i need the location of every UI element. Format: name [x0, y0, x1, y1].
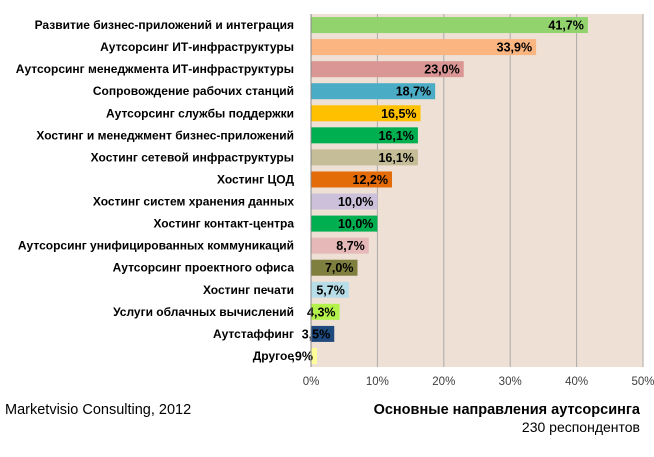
data-label: 16,1% — [378, 129, 413, 143]
bar — [311, 171, 393, 188]
value-labels: 41,7% 33,9% 23,0% 18,7% 16,5% 16,1% 16,1% 12,2%… — [291, 19, 583, 364]
category-label: Аутсорсинг ИТ-инфраструктуры — [100, 40, 294, 54]
data-label: 23,0% — [424, 63, 459, 77]
category-label: Сопровождение рабочих станций — [93, 84, 294, 98]
x-axis-tick-labels: 0% 10% 20% 30% 40% 50% — [303, 376, 654, 388]
bars — [311, 17, 588, 364]
x-tick-label: 40% — [565, 376, 588, 388]
category-label: Аутсорсинг менеджмента ИТ-инфраструктуры — [16, 62, 294, 76]
data-label: 16,5% — [381, 107, 416, 121]
data-label: ,9% — [291, 349, 313, 363]
data-label: 10,0% — [338, 195, 373, 209]
bar — [311, 325, 335, 342]
caption-title: Основные направления аутсорсинга — [373, 402, 640, 418]
bar — [311, 215, 378, 232]
category-label: Хостинг сетевой инфраструктуры — [91, 150, 294, 164]
data-label: 8,7% — [336, 239, 365, 253]
bar — [311, 347, 317, 364]
data-label: 3,5% — [302, 327, 331, 341]
data-label: 16,1% — [378, 151, 413, 165]
category-label: Хостинг систем хранения данных — [93, 195, 294, 209]
chart-caption: Основные направления аутсорсинга 230 рес… — [374, 402, 640, 435]
category-labels: Развитие бизнес-приложений и интеграция А… — [16, 18, 295, 363]
bar — [311, 105, 421, 122]
category-label: Аутстаффинг — [213, 327, 294, 341]
category-label: Развитие бизнес-приложений и интеграция — [35, 18, 294, 32]
data-label: 7,0% — [325, 261, 354, 275]
category-label: Аутсорсинг службы поддержки — [106, 106, 294, 120]
bar — [311, 259, 358, 276]
bar — [311, 39, 537, 56]
bar — [311, 237, 369, 254]
data-label: 12,2% — [353, 173, 388, 187]
x-tick-label: 20% — [432, 376, 455, 388]
data-label: 5,7% — [316, 283, 345, 297]
bar — [311, 127, 418, 144]
source-credit: Marketvisio Consulting, 2012 — [5, 402, 192, 418]
data-label: 33,9% — [497, 41, 532, 55]
category-label: Хостинг ЦОД — [217, 172, 294, 186]
category-label: Аутсорсинг унифицированных коммуникаций — [18, 239, 294, 253]
bar — [311, 193, 378, 210]
bar — [311, 281, 349, 298]
x-tick-label: 30% — [499, 376, 522, 388]
category-label: Аутсорсинг проектного офиса — [113, 261, 295, 275]
bar — [311, 149, 418, 166]
x-tick-label: 0% — [303, 376, 320, 388]
category-label: Услуги облачных вычислений — [113, 305, 294, 319]
bar — [311, 83, 436, 100]
bar — [311, 303, 340, 320]
category-label: Хостинг печати — [203, 283, 294, 297]
data-label: 4,3% — [307, 305, 336, 319]
category-label: Хостинг контакт-центра — [153, 217, 294, 231]
x-tick-label: 50% — [631, 376, 654, 388]
caption-subtitle: 230 респондентов — [521, 419, 640, 435]
data-label: 18,7% — [396, 85, 431, 99]
bar — [311, 61, 464, 78]
data-label: 10,0% — [338, 217, 373, 231]
category-label: Другое — [253, 349, 295, 363]
x-tick-label: 10% — [366, 376, 389, 388]
category-label: Хостинг и менеджмент бизнес-приложений — [36, 128, 294, 142]
data-label: 41,7% — [548, 19, 583, 33]
bar — [311, 17, 588, 34]
